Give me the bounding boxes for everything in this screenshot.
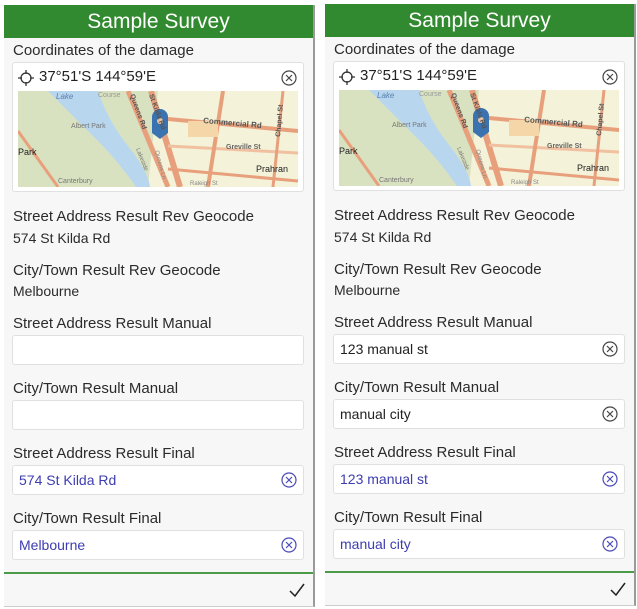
- rev-city-label: City/Town Result Rev Geocode: [13, 262, 221, 279]
- crosshair-icon[interactable]: [18, 70, 34, 86]
- map-label: Chapel St: [275, 104, 285, 137]
- rev-city-value: Melbourne: [334, 282, 401, 298]
- final-street-label: Street Address Result Final: [13, 445, 195, 462]
- rev-street-value: 574 St Kilda Rd: [334, 229, 432, 245]
- clear-icon[interactable]: [602, 341, 618, 357]
- map-label: Albert Park: [392, 122, 427, 129]
- map-preview[interactable]: Lake Course Albert Park Park Canterbury …: [339, 90, 619, 186]
- location-pin-icon: [473, 108, 489, 138]
- crosshair-icon[interactable]: [339, 69, 355, 85]
- map-label: Canterbury: [58, 178, 93, 185]
- survey-title: Sample Survey: [4, 5, 313, 38]
- manual-city-input[interactable]: [12, 400, 304, 430]
- clear-icon[interactable]: [602, 471, 618, 487]
- final-city-value: Melbourne: [19, 537, 86, 553]
- final-street-value: 123 manual st: [340, 471, 428, 487]
- submit-check-icon[interactable]: [609, 581, 627, 597]
- map-label: Prahran: [256, 164, 288, 174]
- manual-street-input[interactable]: 123 manual st: [333, 334, 625, 364]
- clear-icon[interactable]: [602, 69, 618, 85]
- map-preview[interactable]: Lake Course Albert Park Park Canterbury …: [18, 91, 298, 187]
- final-street-input[interactable]: 574 St Kilda Rd: [12, 465, 304, 495]
- map-label: Lake: [56, 92, 74, 101]
- map-label: Prahran: [577, 163, 609, 173]
- final-street-label: Street Address Result Final: [334, 444, 516, 461]
- map-label: Greville St: [226, 144, 261, 151]
- coordinates-label: Coordinates of the damage: [334, 41, 515, 58]
- manual-street-input[interactable]: [12, 335, 304, 365]
- final-street-input[interactable]: 123 manual st: [333, 464, 625, 494]
- map-label: Raleigh St: [190, 181, 218, 187]
- coordinates-label: Coordinates of the damage: [13, 42, 194, 59]
- final-street-value: 574 St Kilda Rd: [19, 472, 117, 488]
- manual-city-input[interactable]: manual city: [333, 399, 625, 429]
- manual-street-label: Street Address Result Manual: [13, 315, 212, 332]
- clear-icon[interactable]: [281, 472, 297, 488]
- final-city-label: City/Town Result Final: [13, 510, 162, 527]
- rev-city-label: City/Town Result Rev Geocode: [334, 261, 542, 278]
- map-label: Chapel St: [596, 103, 606, 136]
- survey-panel: Sample Survey Coordinates of the damage …: [4, 5, 315, 607]
- map-label: Park: [18, 147, 37, 157]
- final-city-value: manual city: [340, 536, 411, 552]
- survey-panel: Sample Survey Coordinates of the damage …: [325, 4, 636, 606]
- rev-city-value: Melbourne: [13, 283, 80, 299]
- manual-street-label: Street Address Result Manual: [334, 314, 533, 331]
- map-label: Course: [419, 91, 442, 98]
- rev-street-value: 574 St Kilda Rd: [13, 230, 111, 246]
- manual-city-value: manual city: [340, 406, 411, 422]
- manual-street-value: 123 manual st: [340, 341, 428, 357]
- footer-bar: [325, 571, 634, 607]
- clear-icon[interactable]: [281, 537, 297, 553]
- coordinates-value: 37°51'S 144°59'E: [360, 67, 477, 84]
- submit-check-icon[interactable]: [288, 582, 306, 598]
- map-label: Greville St: [547, 143, 582, 150]
- map-label: Canterbury: [379, 177, 414, 184]
- final-city-input[interactable]: manual city: [333, 529, 625, 559]
- footer-bar: [4, 572, 313, 608]
- geopoint-field[interactable]: 37°51'S 144°59'E Lake: [12, 62, 304, 192]
- coordinates-value: 37°51'S 144°59'E: [39, 68, 156, 85]
- manual-city-label: City/Town Result Manual: [13, 380, 179, 397]
- map-label: Raleigh St: [511, 180, 539, 186]
- survey-title: Sample Survey: [325, 4, 634, 37]
- clear-icon[interactable]: [281, 70, 297, 86]
- final-city-input[interactable]: Melbourne: [12, 530, 304, 560]
- clear-icon[interactable]: [602, 536, 618, 552]
- manual-city-label: City/Town Result Manual: [334, 379, 500, 396]
- rev-street-label: Street Address Result Rev Geocode: [334, 207, 575, 224]
- location-pin-icon: [152, 109, 168, 139]
- map-label: Course: [98, 92, 121, 99]
- map-label: Lake: [377, 91, 395, 100]
- final-city-label: City/Town Result Final: [334, 509, 483, 526]
- geopoint-field[interactable]: 37°51'S 144°59'E Lake: [333, 61, 625, 191]
- map-label: Park: [339, 146, 358, 156]
- clear-icon[interactable]: [602, 406, 618, 422]
- map-label: Albert Park: [71, 123, 106, 130]
- rev-street-label: Street Address Result Rev Geocode: [13, 208, 254, 225]
